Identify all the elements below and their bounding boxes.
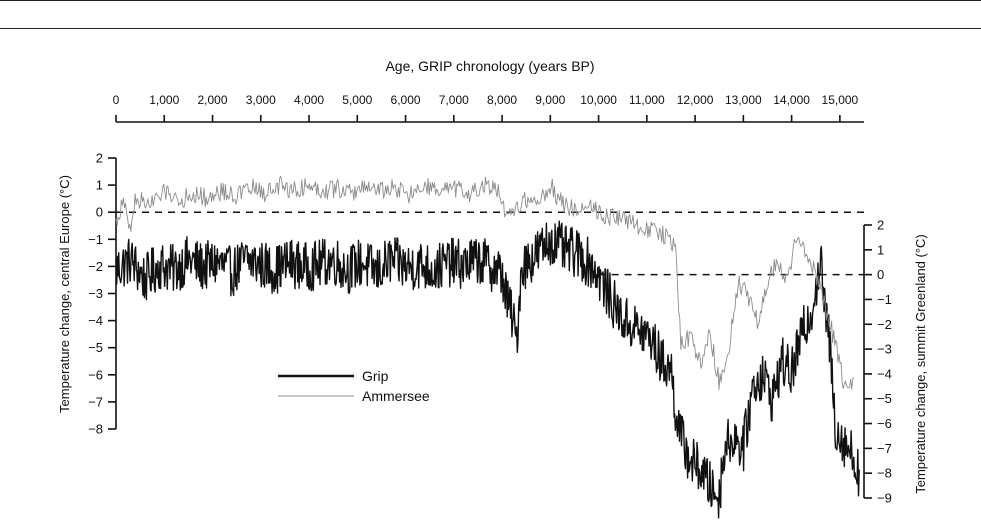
top-axis-tick-label: 11,000 — [629, 93, 665, 107]
right-axis-tick-label: −9 — [877, 491, 892, 506]
left-axis-tick-label: −7 — [88, 394, 103, 409]
top-axis-tick-label: 9,000 — [535, 93, 565, 107]
right-axis-title: Temperature change, summit Greenland (°C… — [913, 234, 928, 494]
top-axis-tick-label: 12,000 — [677, 93, 714, 107]
series-group — [115, 175, 860, 519]
right-axis-tick-label: −4 — [877, 366, 892, 381]
legend-label-grip: Grip — [362, 368, 389, 384]
left-axis-tick-label: 1 — [96, 178, 103, 193]
top-axis: 0 1,000 2,000 3,000 4,000 5,000 6,000 7,000 8,00… — [113, 93, 864, 123]
top-axis-tick-label: 8,000 — [487, 93, 517, 107]
right-axis-tick-label: −1 — [877, 292, 892, 307]
top-axis-tick-label: 5,000 — [342, 93, 372, 107]
right-axis-tick-label: 1 — [877, 242, 884, 257]
right-axis-tick-label: −3 — [877, 342, 892, 357]
right-axis-tick-label: −8 — [877, 466, 892, 481]
header-rule — [0, 28, 981, 29]
top-axis-tick-label: 14,000 — [773, 93, 810, 107]
top-axis-tick-label: 13,000 — [725, 93, 762, 107]
left-axis-tick-label: 2 — [96, 151, 103, 166]
top-axis-tick-label: 6,000 — [391, 93, 421, 107]
left-axis-tick-label: −5 — [88, 340, 103, 355]
legend-label-ammersee: Ammersee — [362, 388, 430, 404]
legend: Grip Ammersee — [278, 368, 430, 404]
right-axis-tick-label: 2 — [877, 218, 884, 233]
left-axis-tick-label: −2 — [88, 259, 103, 274]
left-axis-tick-label: −6 — [88, 367, 103, 382]
right-axis-tick-label: 0 — [877, 267, 884, 282]
top-axis-tick-label: 7,000 — [439, 93, 469, 107]
right-axis-tick-label: −7 — [877, 441, 892, 456]
left-axis: 2 1 0 −1 −2 −3 −4 −5 −6 −7 −8 — [88, 151, 117, 437]
top-axis-title: Age, GRIP chronology (years BP) — [385, 58, 594, 74]
top-axis-tick-label: 4,000 — [294, 93, 324, 107]
left-axis-tick-label: −8 — [88, 422, 103, 437]
top-axis-tick-label: 0 — [113, 93, 120, 107]
right-axis: 2 1 0 −1 −2 −3 −4 −5 −6 −7 −8 −9 — [863, 218, 892, 506]
top-axis-tick-label: 1,000 — [149, 93, 179, 107]
right-axis-tick-label: −2 — [877, 317, 892, 332]
top-axis-tick-label: 2,000 — [198, 93, 228, 107]
right-axis-tick-label: −5 — [877, 391, 892, 406]
left-axis-tick-label: 0 — [96, 205, 103, 220]
left-axis-tick-label: −4 — [88, 313, 103, 328]
top-axis-tick-label: 15,000 — [822, 93, 859, 107]
ammersee-series-line — [115, 175, 855, 391]
left-axis-tick-label: −3 — [88, 286, 103, 301]
top-axis-tick-label: 10,000 — [580, 93, 617, 107]
left-axis-title: Temperature change, central Europe (°C) — [57, 175, 72, 413]
left-axis-tick-label: −1 — [88, 232, 103, 247]
top-axis-tick-label: 3,000 — [246, 93, 276, 107]
grip-series-line — [115, 220, 860, 519]
right-axis-tick-label: −6 — [877, 416, 892, 431]
top-rule — [0, 0, 981, 1]
